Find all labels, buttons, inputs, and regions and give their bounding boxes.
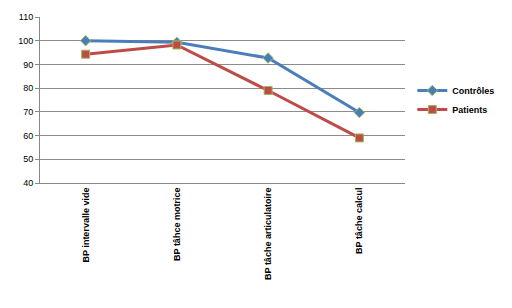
svg-text:40: 40 bbox=[23, 178, 33, 188]
svg-text:90: 90 bbox=[23, 60, 33, 70]
svg-text:BP tâhce motrice: BP tâhce motrice bbox=[172, 188, 182, 261]
svg-text:80: 80 bbox=[23, 83, 33, 93]
svg-text:110: 110 bbox=[19, 12, 33, 22]
svg-text:BP intervalle vide: BP intervalle vide bbox=[81, 188, 91, 263]
svg-text:Patients: Patients bbox=[452, 105, 487, 115]
svg-text:BP tâche articulatoire: BP tâche articulatoire bbox=[263, 188, 273, 280]
svg-text:70: 70 bbox=[23, 107, 33, 117]
svg-text:BP tâche calcul: BP tâche calcul bbox=[354, 188, 364, 254]
svg-text:100: 100 bbox=[18, 36, 33, 46]
svg-text:50: 50 bbox=[23, 154, 33, 164]
svg-text:60: 60 bbox=[23, 131, 33, 141]
svg-text:Contrôles: Contrôles bbox=[452, 86, 494, 96]
